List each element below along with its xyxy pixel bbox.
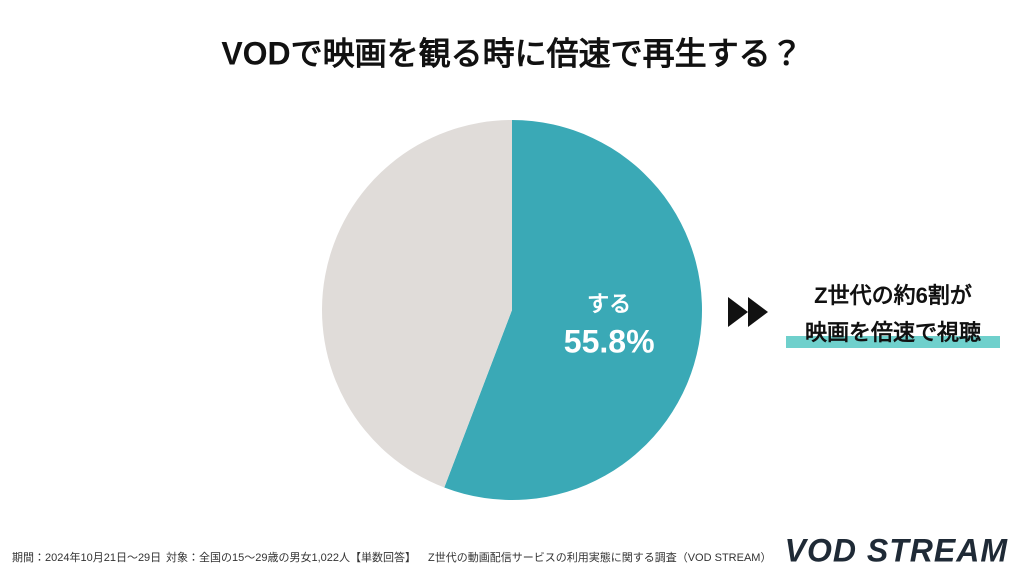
annotation-line: Z世代の約6割が — [814, 283, 972, 308]
footer-target: 対象：全国の15〜29歳の男女1,022人【単数回答】 — [166, 550, 416, 564]
pie-slice — [444, 120, 702, 500]
pie-slice — [321, 120, 512, 488]
footer-survey: Z世代の動画配信サービスの利用実態に関する調査（VOD STREAM） — [428, 550, 771, 564]
slice-label: する — [587, 292, 631, 317]
chart-title: VODで映画を観る時に倍速で再生する？ — [221, 35, 802, 71]
pie: する 55.8% — [321, 120, 702, 500]
annotation-highlight — [786, 336, 1000, 348]
slice-value: 55.8% — [564, 323, 655, 359]
annotation-line: 映画を倍速で視聴 — [805, 320, 981, 345]
footer-period: 期間：2024年10月21日〜29日 — [12, 550, 161, 564]
fast-forward-icon — [728, 297, 768, 327]
logo: VOD STREAM — [785, 532, 1009, 568]
